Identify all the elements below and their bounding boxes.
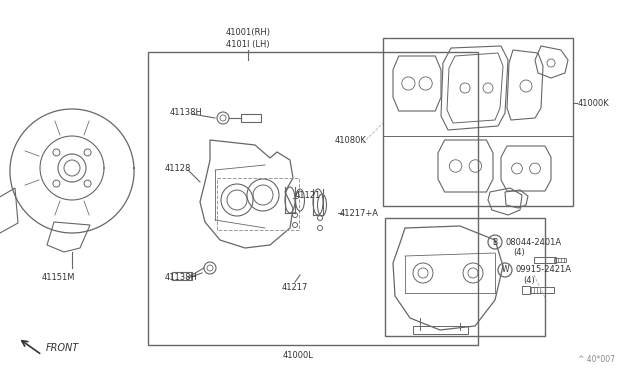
Text: 41121: 41121 — [295, 190, 321, 199]
Text: 09915-2421A: 09915-2421A — [515, 266, 571, 275]
Text: 41001(RH): 41001(RH) — [225, 28, 271, 36]
Bar — [530, 287, 554, 293]
Text: 41217+A: 41217+A — [340, 208, 379, 218]
Text: B: B — [492, 237, 497, 247]
Text: 41080K: 41080K — [335, 135, 367, 144]
Bar — [554, 258, 566, 262]
Text: 41138H: 41138H — [170, 108, 203, 116]
Bar — [385, 218, 545, 336]
Bar — [217, 178, 299, 230]
Bar — [522, 286, 530, 294]
Text: ^ 40*007: ^ 40*007 — [578, 356, 615, 365]
Text: 41128: 41128 — [165, 164, 191, 173]
Bar — [534, 257, 556, 263]
Text: 41000L: 41000L — [283, 352, 314, 360]
Bar — [241, 114, 261, 122]
Bar — [148, 52, 478, 345]
Text: (4): (4) — [523, 276, 535, 285]
Text: FRONT: FRONT — [46, 343, 79, 353]
Bar — [413, 326, 468, 334]
Text: 08044-2401A: 08044-2401A — [505, 237, 561, 247]
Text: (4): (4) — [513, 248, 525, 257]
Bar — [172, 272, 192, 280]
Text: W: W — [501, 266, 509, 275]
Text: 41138H: 41138H — [165, 273, 198, 282]
Text: 41217: 41217 — [282, 283, 308, 292]
Text: 4101I (LH): 4101I (LH) — [226, 39, 270, 48]
Text: 41000K: 41000K — [578, 99, 610, 108]
Bar — [383, 38, 573, 206]
Text: 41151M: 41151M — [41, 273, 75, 282]
